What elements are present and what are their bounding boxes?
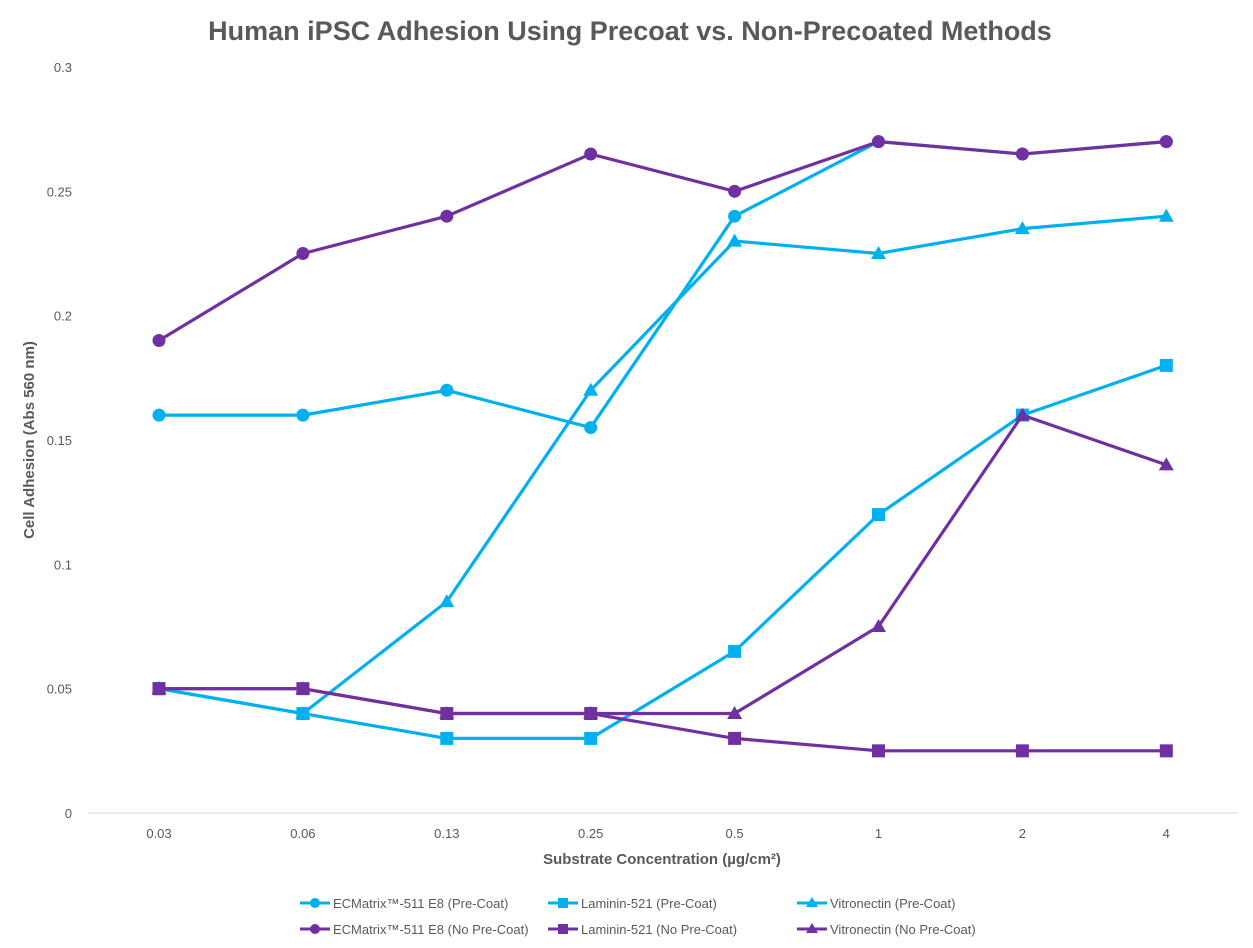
data-point-square: [872, 508, 885, 522]
data-point-triangle: [806, 897, 818, 907]
legend-label: Laminin-521 (Pre-Coat): [581, 896, 717, 911]
y-tick-label: 0.3: [54, 60, 72, 75]
legend-item: ECMatrix™-511 E8 (No Pre-Coat): [300, 922, 529, 937]
data-point-circle: [310, 924, 320, 934]
chart-title: Human iPSC Adhesion Using Precoat vs. No…: [208, 16, 1052, 46]
data-point-triangle: [727, 233, 743, 247]
legend-label: ECMatrix™-511 E8 (No Pre-Coat): [333, 922, 529, 937]
data-point-triangle: [806, 923, 818, 933]
legend-item: Laminin-521 (Pre-Coat): [548, 896, 717, 911]
data-point-triangle: [151, 681, 167, 695]
data-point-triangle: [727, 706, 743, 720]
x-tick-label: 0.03: [146, 826, 171, 841]
y-tick-label: 0: [65, 806, 72, 821]
data-point-triangle: [1014, 407, 1030, 421]
y-tick-label: 0.25: [47, 184, 72, 199]
legend-label: Vitronectin (Pre-Coat): [830, 896, 955, 911]
y-tick-label: 0.05: [47, 682, 72, 697]
data-point-square: [558, 898, 568, 908]
x-tick-label: 4: [1163, 826, 1170, 841]
data-point-square: [558, 924, 568, 934]
data-point-triangle: [583, 706, 599, 720]
data-point-triangle: [871, 246, 886, 259]
data-point-circle: [310, 898, 320, 908]
y-tick-label: 0.15: [47, 433, 72, 448]
legend-label: Vitronectin (No Pre-Coat): [830, 922, 976, 937]
data-point-square: [1159, 358, 1173, 372]
data-point-circle: [152, 408, 166, 422]
data-point-circle: [584, 147, 598, 161]
x-tick-label: 1: [875, 826, 882, 841]
series-line: [158, 214, 1167, 716]
data-point-circle: [1015, 147, 1029, 161]
data-point-square: [1159, 744, 1173, 758]
data-point-circle: [296, 408, 310, 422]
series-line: [159, 140, 1167, 430]
data-point-square: [440, 731, 454, 745]
legend-item: Vitronectin (Pre-Coat): [797, 896, 955, 911]
data-point-square: [1015, 744, 1029, 758]
series-line: [158, 140, 1167, 342]
series-circle-no-pre-coat: [152, 135, 1173, 348]
x-tick-label: 0.06: [290, 826, 315, 841]
data-point-circle: [728, 209, 742, 223]
y-axis-label: Cell Adhesion (Abs 560 nm): [21, 341, 38, 539]
data-point-square: [872, 744, 885, 758]
data-point-circle: [296, 247, 310, 260]
x-tick-label: 0.25: [578, 826, 603, 841]
data-point-circle: [440, 383, 454, 397]
data-point-triangle: [871, 619, 886, 632]
data-point-circle: [1159, 135, 1173, 149]
series-triangle-no-pre-coat: [151, 407, 1174, 720]
series-line: [158, 363, 1167, 741]
data-point-triangle: [1014, 221, 1030, 235]
data-point-circle: [872, 135, 885, 149]
data-point-circle: [152, 334, 166, 348]
legend-item: Laminin-521 (No Pre-Coat): [548, 922, 737, 937]
series-triangle-pre-coat: [151, 208, 1174, 720]
x-tick-label: 0.13: [434, 826, 459, 841]
data-point-circle: [584, 421, 598, 435]
data-point-triangle: [439, 594, 455, 608]
series-line: [159, 687, 1167, 753]
x-tick-label: 0.5: [726, 826, 744, 841]
legend-label: Laminin-521 (No Pre-Coat): [581, 922, 737, 937]
data-point-square: [584, 731, 598, 745]
series-line: [159, 413, 1167, 716]
data-point-circle: [728, 184, 742, 198]
data-point-circle: [440, 209, 454, 223]
data-point-triangle: [583, 382, 599, 396]
y-tick-label: 0.1: [54, 557, 72, 572]
y-tick-label: 0.2: [54, 309, 72, 324]
data-point-square: [728, 644, 742, 658]
data-point-triangle: [1158, 208, 1174, 222]
x-axis-label: Substrate Concentration (µg/cm²): [543, 851, 781, 868]
legend-item: Vitronectin (No Pre-Coat): [797, 922, 976, 937]
x-tick-label: 2: [1019, 826, 1026, 841]
data-point-square: [728, 731, 742, 745]
data-point-triangle: [295, 681, 311, 695]
legend-label: ECMatrix™-511 E8 (Pre-Coat): [333, 896, 508, 911]
series-circle-pre-coat: [152, 135, 1173, 435]
data-point-triangle: [295, 706, 311, 720]
legend-item: ECMatrix™-511 E8 (Pre-Coat): [300, 896, 508, 911]
data-point-triangle: [1158, 457, 1174, 471]
data-point-triangle: [439, 706, 455, 720]
